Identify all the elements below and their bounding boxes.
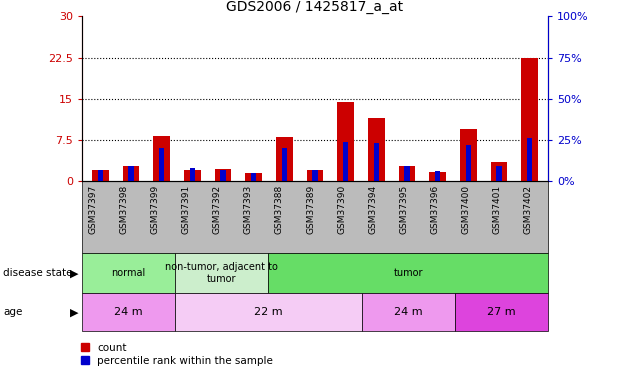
Text: 24 m: 24 m (114, 307, 143, 317)
Text: GSM37388: GSM37388 (275, 185, 284, 234)
Text: GSM37395: GSM37395 (399, 185, 408, 234)
Bar (245, 173, 262, 181)
Legend: count, percentile rank within the sample: count, percentile rank within the sample (81, 343, 273, 366)
Bar (527, 138, 532, 181)
Bar (460, 129, 477, 181)
Bar (307, 170, 323, 181)
Text: age: age (3, 307, 23, 317)
Bar (337, 102, 354, 181)
Text: GSM37398: GSM37398 (120, 185, 129, 234)
Bar (129, 166, 134, 181)
Bar (153, 136, 170, 181)
Text: GSM37389: GSM37389 (306, 185, 315, 234)
Text: tumor: tumor (394, 268, 423, 278)
Bar (215, 169, 231, 181)
Text: GSM37394: GSM37394 (368, 185, 377, 234)
Text: GSM37396: GSM37396 (430, 185, 439, 234)
Text: GSM37390: GSM37390 (337, 185, 346, 234)
Bar (276, 137, 293, 181)
Bar (251, 173, 256, 181)
Bar (399, 166, 415, 181)
Text: normal: normal (112, 268, 146, 278)
Bar (466, 145, 471, 181)
Bar (521, 57, 538, 181)
Bar (184, 170, 201, 181)
Text: ▶: ▶ (70, 268, 79, 278)
Bar (496, 166, 501, 181)
Bar (123, 166, 139, 181)
Text: GSM37399: GSM37399 (151, 185, 159, 234)
Bar (368, 118, 385, 181)
Text: GSM37401: GSM37401 (493, 185, 501, 234)
Text: disease state: disease state (3, 268, 72, 278)
Text: GSM37400: GSM37400 (461, 185, 471, 234)
Bar (92, 170, 109, 181)
Bar (159, 148, 164, 181)
Bar (435, 171, 440, 181)
Bar (282, 148, 287, 181)
Text: GSM37392: GSM37392 (213, 185, 222, 234)
Bar (404, 166, 410, 181)
Title: GDS2006 / 1425817_a_at: GDS2006 / 1425817_a_at (226, 0, 404, 14)
Text: GSM37397: GSM37397 (88, 185, 98, 234)
Bar (220, 170, 226, 181)
Text: 27 m: 27 m (487, 307, 516, 317)
Bar (312, 170, 318, 181)
Text: ▶: ▶ (70, 307, 79, 317)
Bar (343, 142, 348, 181)
Text: 22 m: 22 m (254, 307, 283, 317)
Text: GSM37402: GSM37402 (524, 185, 532, 234)
Text: 24 m: 24 m (394, 307, 423, 317)
Text: non-tumor, adjacent to
tumor: non-tumor, adjacent to tumor (165, 262, 278, 284)
Text: GSM37393: GSM37393 (244, 185, 253, 234)
Bar (374, 143, 379, 181)
Bar (491, 162, 507, 181)
Bar (98, 170, 103, 181)
Bar (429, 172, 446, 181)
Text: GSM37391: GSM37391 (181, 185, 191, 234)
Bar (190, 168, 195, 181)
